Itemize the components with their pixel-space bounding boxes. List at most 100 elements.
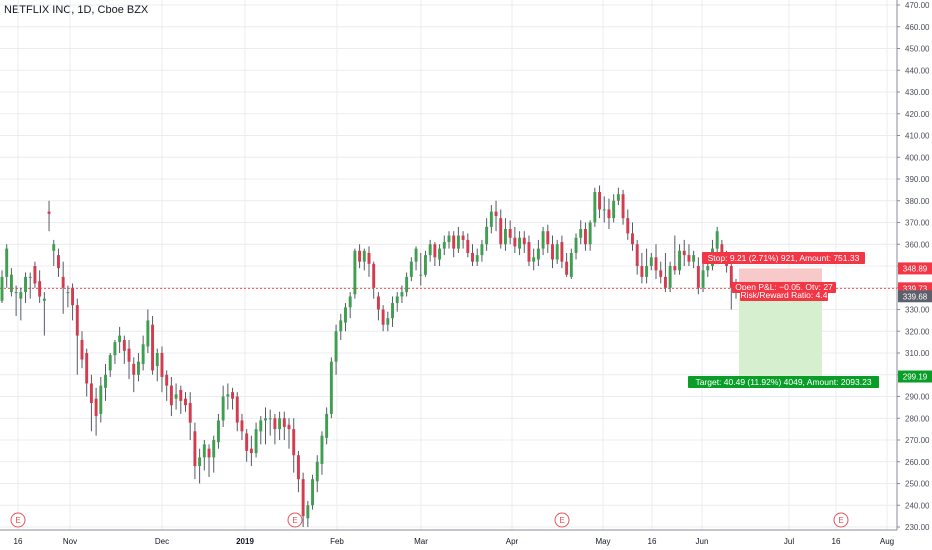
candle-body <box>24 276 27 293</box>
time-tick-label: May <box>595 537 610 546</box>
candle-body <box>212 440 216 458</box>
time-tick-label: 16 <box>832 537 841 546</box>
price-tick-label: 380.00 <box>905 197 930 206</box>
entry-price-badge: 339.73 <box>903 284 928 293</box>
candle-body <box>306 505 310 519</box>
candle-body <box>536 248 540 260</box>
earnings-marker[interactable] <box>287 512 303 528</box>
candle-body <box>198 457 202 467</box>
candle-body <box>452 235 456 249</box>
candle-body <box>344 307 347 323</box>
candle-body <box>433 244 437 258</box>
candle-body <box>287 424 291 430</box>
candle-body <box>0 276 4 301</box>
candle-body <box>635 244 639 266</box>
candle-body <box>221 396 225 421</box>
candle-body <box>104 374 107 388</box>
candle-body <box>588 222 592 245</box>
price-tick-label: 240.00 <box>905 501 930 510</box>
price-tick-label: 280.00 <box>905 414 930 423</box>
candle-body <box>268 418 272 420</box>
candle-body <box>640 266 644 277</box>
candle-body <box>132 363 136 375</box>
candle-body <box>339 320 343 332</box>
candle-body <box>706 266 710 271</box>
candle-body <box>358 250 362 262</box>
candle-body <box>122 339 126 351</box>
earnings-marker-label: E <box>15 516 20 525</box>
candle-body <box>136 361 140 375</box>
candle-body <box>607 209 611 219</box>
candle-body <box>61 276 65 288</box>
time-tick-label: Jun <box>696 537 709 546</box>
candle-body <box>5 248 9 277</box>
candle-body <box>687 255 691 262</box>
earnings-marker[interactable] <box>554 512 570 528</box>
candle-body <box>631 233 634 245</box>
candle-body <box>555 244 559 260</box>
risk-reward-label-bg <box>740 290 828 301</box>
candle-body <box>141 344 145 364</box>
candle-body <box>75 305 79 336</box>
candle-body <box>207 448 211 458</box>
candle-body <box>99 385 103 414</box>
candle-body <box>456 235 460 249</box>
candle-body <box>28 276 32 278</box>
candle-body <box>574 237 578 253</box>
candle-body <box>612 200 616 219</box>
candle-body <box>513 237 517 247</box>
candle-body <box>489 211 493 227</box>
candle-body <box>334 331 338 362</box>
last-price-badge-bg <box>898 290 932 303</box>
candle-body <box>372 263 376 288</box>
candle-body <box>235 396 239 423</box>
candle-body <box>442 242 446 249</box>
candle-body <box>503 229 507 245</box>
candle-body <box>42 298 46 301</box>
candle-body <box>329 361 333 414</box>
candle-body <box>19 292 23 299</box>
candle-body <box>386 318 390 325</box>
earnings-marker-label: E <box>559 516 564 525</box>
time-tick-label: Mar <box>414 537 428 546</box>
earnings-marker[interactable] <box>833 512 849 528</box>
candle-body <box>325 413 329 438</box>
candle-body <box>245 433 249 451</box>
candle-body <box>282 418 286 427</box>
target-price-badge: 299.19 <box>903 373 928 382</box>
candle-body <box>315 461 319 482</box>
candle-body <box>165 374 169 386</box>
time-tick-label: 16 <box>648 537 657 546</box>
candle-body <box>551 244 554 260</box>
candle-body <box>668 266 672 288</box>
candle-body <box>146 320 150 347</box>
candle-body <box>391 302 394 319</box>
candle-body <box>85 353 89 384</box>
candle-body <box>395 296 399 303</box>
price-tick-label: 470.00 <box>905 1 930 10</box>
last-price-badge: 339.68 <box>903 292 928 301</box>
time-tick-label: 2019 <box>236 537 254 546</box>
candle-body <box>127 348 131 362</box>
risk-reward-label: Risk/Reward Ratio: 4.4 <box>741 290 828 300</box>
time-tick-label: 16 <box>14 537 23 546</box>
candle-body <box>701 270 705 288</box>
candle-body <box>52 244 56 251</box>
candle-body <box>33 266 37 284</box>
candle-body <box>560 242 564 262</box>
price-tick-label: 420.00 <box>905 110 930 119</box>
candle-body <box>682 250 686 256</box>
candle-body <box>569 252 573 277</box>
target-label-bg <box>688 376 879 388</box>
candle-body <box>621 194 625 219</box>
candle-body <box>381 309 385 325</box>
price-tick-label: 270.00 <box>905 436 930 445</box>
candle-body <box>494 211 498 216</box>
candle-body <box>475 255 479 262</box>
price-tick-label: 440.00 <box>905 66 930 75</box>
candle-body <box>654 257 658 271</box>
candle-body <box>424 255 427 275</box>
earnings-marker[interactable] <box>10 512 26 528</box>
stop-label: Stop: 9.21 (2.71%) 921, Amount: 751.33 <box>708 253 860 263</box>
